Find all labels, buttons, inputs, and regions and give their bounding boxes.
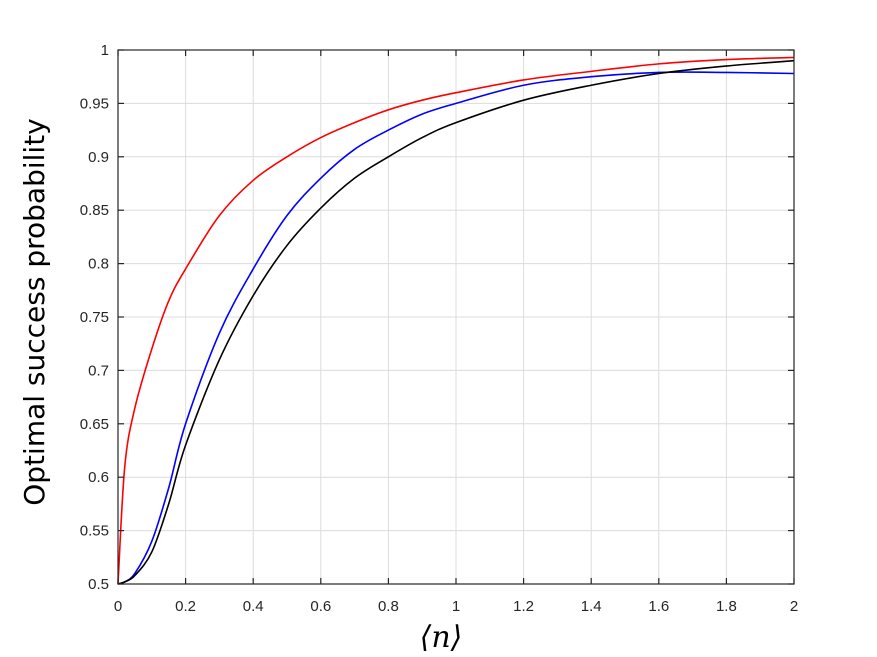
x-tick-label: 1.6 [648,598,669,615]
y-tick-label: 0.85 [80,202,109,219]
y-tick-label: 0.8 [88,256,109,273]
y-tick-label: 0.9 [88,149,109,166]
y-tick-label: 0.7 [88,362,109,379]
x-axis-label: ⟨n⟩ [420,620,463,655]
y-tick-labels: 0.5 0.55 0.6 0.65 0.7 0.75 0.8 0.85 0.9 0.95 1 [80,42,109,593]
x-tick-label: 0.4 [243,598,264,615]
series-blue-line [117,71,795,585]
y-tick-label: 0.5 [88,576,109,593]
x-tick-labels: 0 0.2 0.4 0.6 0.8 1 1.2 1.4 1.6 1.8 2 [114,598,798,615]
y-tick-label: 0.75 [80,309,109,326]
y-axis-label: Optimal success probability [18,118,51,506]
x-tick-label: 0.6 [310,598,331,615]
y-tick-label: 1 [101,42,109,59]
series-red-line [117,56,795,585]
x-tick-label: 1.8 [716,598,737,615]
x-tick-label: 1.4 [581,598,602,615]
y-tick-label: 0.95 [80,95,109,112]
ticks [117,49,795,585]
x-tick-label: 0.2 [175,598,196,615]
y-tick-label: 0.65 [80,416,109,433]
grid [117,49,795,585]
x-tick-label: 1 [452,598,460,615]
y-tick-label: 0.6 [88,469,109,486]
x-tick-label: 2 [790,598,798,615]
x-tick-label: 0.8 [378,598,399,615]
y-tick-label: 0.55 [80,523,109,540]
x-tick-label: 1.2 [513,598,534,615]
series-group [117,56,795,585]
x-tick-label: 0 [114,598,122,615]
series-black-line [117,59,795,585]
